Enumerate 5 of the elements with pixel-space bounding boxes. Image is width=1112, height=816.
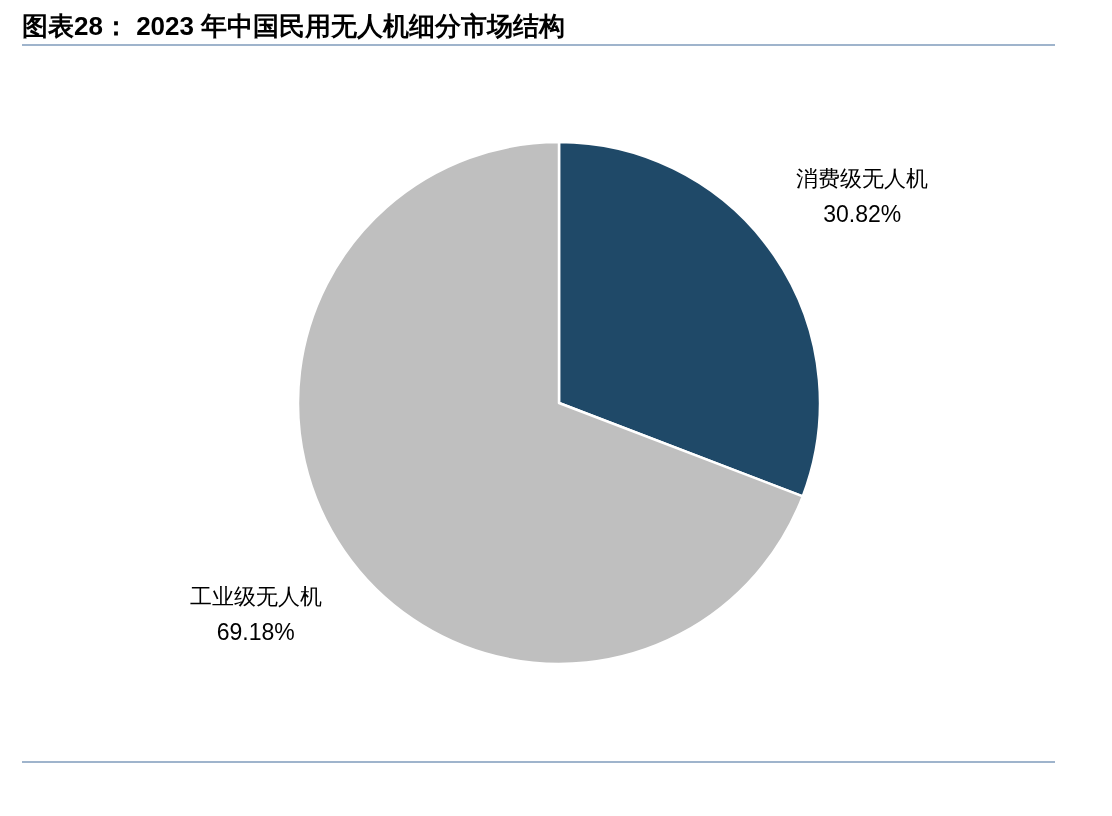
data-label: 69.18% xyxy=(216,618,295,645)
data-label: 30.82% xyxy=(823,201,902,228)
slice-label: 工业级无人机 xyxy=(189,583,322,609)
slice-label: 消费级无人机 xyxy=(796,166,929,192)
chart-title: 图表28： 2023 年中国民用无人机细分市场结构 xyxy=(22,11,566,41)
